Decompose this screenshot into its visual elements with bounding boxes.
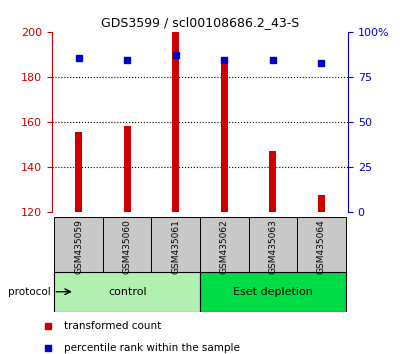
Text: GSM435064: GSM435064 xyxy=(317,219,326,274)
Text: control: control xyxy=(108,287,146,297)
Bar xyxy=(54,272,200,312)
Text: GSM435062: GSM435062 xyxy=(220,219,229,274)
Text: percentile rank within the sample: percentile rank within the sample xyxy=(64,343,240,353)
Text: protocol: protocol xyxy=(8,287,51,297)
Bar xyxy=(172,32,179,212)
Text: Eset depletion: Eset depletion xyxy=(233,287,313,297)
Text: GSM435061: GSM435061 xyxy=(171,219,180,274)
Text: GSM435060: GSM435060 xyxy=(123,219,132,274)
Bar xyxy=(297,217,346,272)
Bar xyxy=(75,132,82,212)
Text: GSM435059: GSM435059 xyxy=(74,219,83,274)
Bar xyxy=(152,217,200,272)
Bar xyxy=(248,217,297,272)
Bar xyxy=(269,152,276,212)
Bar xyxy=(200,272,346,312)
Bar xyxy=(124,126,131,212)
Text: GSM435063: GSM435063 xyxy=(268,219,277,274)
Bar xyxy=(54,217,103,272)
Bar xyxy=(200,217,248,272)
Bar xyxy=(221,62,228,212)
Bar xyxy=(318,195,325,212)
Title: GDS3599 / scl00108686.2_43-S: GDS3599 / scl00108686.2_43-S xyxy=(101,16,299,29)
Text: transformed count: transformed count xyxy=(64,321,161,331)
Bar xyxy=(103,217,152,272)
